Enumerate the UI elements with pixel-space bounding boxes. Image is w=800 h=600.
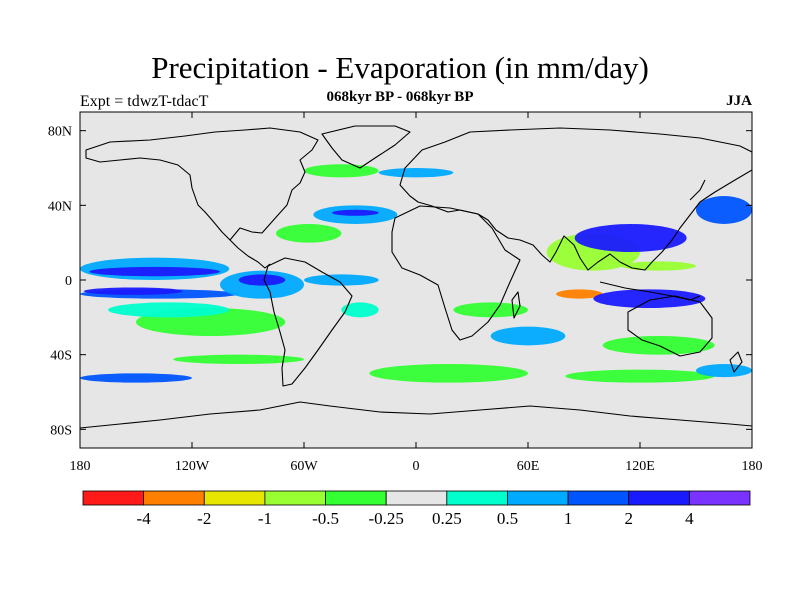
colorbar-label: 2 bbox=[624, 509, 633, 528]
colorbar-box bbox=[264, 490, 326, 506]
field-region bbox=[304, 274, 379, 286]
colorbar-label: -2 bbox=[197, 509, 211, 528]
plot-title: Precipitation - Evaporation (in mm/day) bbox=[151, 50, 649, 85]
experiment-label: Expt = tdwzT-tdacT bbox=[80, 93, 209, 110]
coastline-eurasia bbox=[399, 127, 752, 271]
x-tick-label: 60E bbox=[517, 459, 540, 474]
field-region bbox=[453, 302, 528, 318]
field-region bbox=[696, 364, 752, 378]
colorbar: -4 -2 -1 -0.5 -0.25 0.25 0.5 1 2 4 bbox=[82, 490, 751, 528]
colorbar-label: 0.5 bbox=[497, 509, 518, 528]
season-label: JJA bbox=[726, 93, 752, 109]
x-tick-label: 180 bbox=[70, 459, 91, 474]
plot-subtitle: 068kyr BP - 068kyr BP bbox=[326, 89, 474, 105]
colorbar-box bbox=[203, 490, 266, 506]
coastline-indonesia bbox=[599, 281, 701, 301]
field-region bbox=[696, 196, 752, 224]
field-region bbox=[621, 261, 697, 271]
x-tick-label: 180 bbox=[742, 459, 763, 474]
colorbar-label: 1 bbox=[564, 509, 573, 528]
colorbar-label: -0.5 bbox=[312, 509, 339, 528]
coastline-japan bbox=[689, 179, 706, 201]
colorbar-box bbox=[82, 490, 145, 506]
colorbar-label: -4 bbox=[137, 509, 152, 528]
colorbar-label: -1 bbox=[258, 509, 272, 528]
coastline-africa bbox=[391, 205, 521, 341]
field-region bbox=[565, 369, 715, 383]
field-region bbox=[490, 326, 566, 346]
colorbar-box bbox=[688, 490, 751, 506]
coastline-new-zealand bbox=[729, 351, 743, 373]
colorbar-label: 4 bbox=[685, 509, 694, 528]
field-region bbox=[556, 289, 603, 299]
field-region bbox=[593, 289, 706, 308]
field-region bbox=[369, 364, 528, 383]
colorbar-label: 0.25 bbox=[432, 509, 462, 528]
map-background bbox=[80, 112, 752, 448]
field-region bbox=[378, 168, 454, 178]
colorbar-box bbox=[446, 490, 508, 506]
field-region bbox=[108, 302, 230, 318]
x-tick-label: 120E bbox=[625, 459, 655, 474]
y-tick-label: 80N bbox=[48, 125, 72, 140]
coastline-south-america bbox=[263, 257, 353, 387]
y-tick-label: 0 bbox=[65, 274, 72, 289]
y-tick-label: 80S bbox=[50, 423, 72, 438]
colorbar-box bbox=[628, 490, 690, 506]
colorbar-label: -0.25 bbox=[368, 509, 403, 528]
coastline-greenland bbox=[321, 125, 411, 169]
field-layer bbox=[80, 164, 752, 383]
colorbar-box bbox=[507, 490, 569, 506]
x-tick-label: 60W bbox=[290, 459, 318, 474]
colorbar-box bbox=[325, 490, 387, 506]
field-region bbox=[341, 302, 379, 318]
coastlines bbox=[80, 125, 752, 429]
field-region bbox=[332, 209, 379, 216]
coastline-antarctica bbox=[80, 401, 752, 429]
field-region bbox=[304, 164, 379, 178]
coastline-north-america bbox=[85, 127, 319, 241]
field-region bbox=[574, 224, 687, 252]
field-region bbox=[276, 224, 342, 243]
coastline-madagascar bbox=[511, 291, 521, 319]
coastline-australia bbox=[627, 295, 713, 357]
coastline-central-america bbox=[229, 239, 271, 269]
x-tick-label: 120W bbox=[175, 459, 210, 474]
colorbar-box bbox=[385, 490, 448, 506]
field-region bbox=[238, 274, 286, 286]
colorbar-box bbox=[143, 490, 205, 506]
axes: 180 120W 60W 0 60E 120E 180 80N 40N 0 40S 80S bbox=[48, 112, 763, 474]
y-tick-label: 40S bbox=[50, 349, 72, 364]
colorbar-box bbox=[567, 490, 630, 506]
y-tick-label: 40N bbox=[48, 199, 72, 214]
field-region bbox=[80, 373, 192, 383]
x-tick-label: 0 bbox=[413, 459, 420, 474]
field-region bbox=[173, 354, 304, 365]
field-region bbox=[83, 287, 183, 295]
field-region bbox=[89, 266, 220, 277]
